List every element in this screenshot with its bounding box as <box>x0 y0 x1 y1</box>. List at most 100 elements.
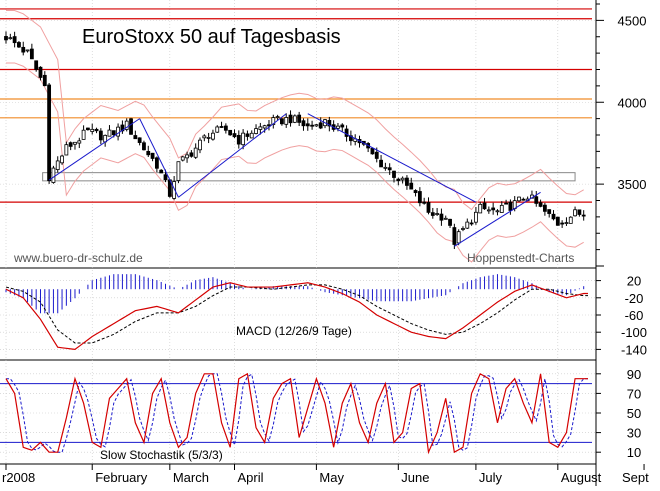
candle-body <box>154 157 159 169</box>
candle-body <box>305 123 310 127</box>
candle-body <box>344 128 349 137</box>
candle-body <box>482 202 487 210</box>
candle-body <box>413 190 418 194</box>
candle-body <box>150 152 155 159</box>
candle-body <box>370 147 375 155</box>
x-axis-month-label: March <box>173 470 209 485</box>
stoch-y-tick-label: 70 <box>627 386 641 401</box>
x-axis-month-label: Sept <box>622 470 649 485</box>
candle-body <box>383 166 388 169</box>
x-axis-month-label: June <box>401 470 429 485</box>
candle-body <box>116 126 120 137</box>
trend-line <box>139 118 179 198</box>
candle-body <box>301 120 306 127</box>
candle-body <box>517 196 521 202</box>
candle-body <box>461 228 465 230</box>
candle-body <box>185 154 189 159</box>
candle-body <box>560 222 565 225</box>
trend-line <box>454 191 541 247</box>
candle-body <box>211 132 215 140</box>
candle-body <box>435 213 440 215</box>
candle-body <box>443 217 448 220</box>
price-y-tick-label: 4000 <box>618 95 647 110</box>
candle-body <box>327 119 332 127</box>
candle-body <box>21 46 26 53</box>
candle-body <box>486 209 491 212</box>
candle-body <box>133 135 138 140</box>
candle-body <box>25 49 30 52</box>
trend-line <box>178 113 287 198</box>
candle-body <box>275 116 280 119</box>
candle-body <box>172 181 177 199</box>
candle-body <box>521 198 526 201</box>
candle-body <box>42 74 47 87</box>
candle-body <box>47 84 52 182</box>
candle-body <box>64 144 69 156</box>
candle-body <box>417 191 422 204</box>
candle-body <box>12 36 17 44</box>
support-box <box>42 172 576 182</box>
x-axis-month-label: April <box>237 470 263 485</box>
candle-body <box>551 213 556 220</box>
stochastic-label: Slow Stochastik (5/3/3) <box>100 448 223 462</box>
candle-body <box>4 36 8 41</box>
candle-body <box>314 124 319 127</box>
price-y-tick-label: 3500 <box>618 177 647 192</box>
candle-body <box>387 167 392 171</box>
candle-body <box>465 221 470 229</box>
candle-body <box>538 202 543 207</box>
x-axis-month-label: February <box>95 470 148 485</box>
candle-body <box>245 133 250 137</box>
macd-y-tick-label: -100 <box>621 325 647 340</box>
candle-body <box>98 130 103 141</box>
candle-body <box>456 231 461 244</box>
macd-y-tick-label: -20 <box>625 291 644 306</box>
stoch-d-line <box>6 373 588 453</box>
candle-body <box>159 169 164 174</box>
candle-body <box>292 115 297 123</box>
candle-body <box>137 137 142 143</box>
candle-body <box>163 174 168 180</box>
candle-body <box>555 216 560 226</box>
candle-body <box>374 151 379 159</box>
candle-body <box>206 137 211 139</box>
candle-body <box>340 124 345 128</box>
candle-body <box>236 134 241 145</box>
candle-body <box>8 37 13 40</box>
candle-body <box>288 114 293 124</box>
candle-body <box>280 118 284 125</box>
candle-body <box>577 209 582 215</box>
candle-body <box>81 129 86 140</box>
axis-layer: 4500 4000 3500 20 -20 -60 -100 -140 90 70 50 30 10 r2… <box>2 3 649 485</box>
candle-body <box>68 142 73 147</box>
candle-body <box>318 122 323 129</box>
candle-body <box>405 177 409 186</box>
candle-body <box>94 128 99 132</box>
candle-body <box>297 114 302 123</box>
candle-body <box>469 222 474 225</box>
candle-body <box>581 214 586 217</box>
watermark-right: Hoppenstedt-Charts <box>467 251 574 265</box>
candle-body <box>258 126 263 130</box>
candle-body <box>542 204 547 212</box>
candle-body <box>430 212 435 216</box>
candle-body <box>60 155 64 164</box>
candle-body <box>439 213 444 221</box>
candle-body <box>17 42 21 48</box>
candle-body <box>508 201 513 211</box>
candle-body <box>73 141 77 145</box>
candle-body <box>189 152 194 157</box>
candle-body <box>409 182 414 190</box>
macd-y-tick-label: 20 <box>627 274 641 289</box>
candle-body <box>176 161 181 181</box>
candle-body <box>426 201 431 213</box>
macd-label: MACD (12/26/9 Tage) <box>236 324 352 338</box>
candle-body <box>504 202 508 205</box>
candle-body <box>129 118 133 135</box>
trend-line <box>307 113 477 203</box>
candle-body <box>180 156 185 161</box>
stochastic-panel <box>0 372 592 455</box>
candle-body <box>249 132 254 139</box>
